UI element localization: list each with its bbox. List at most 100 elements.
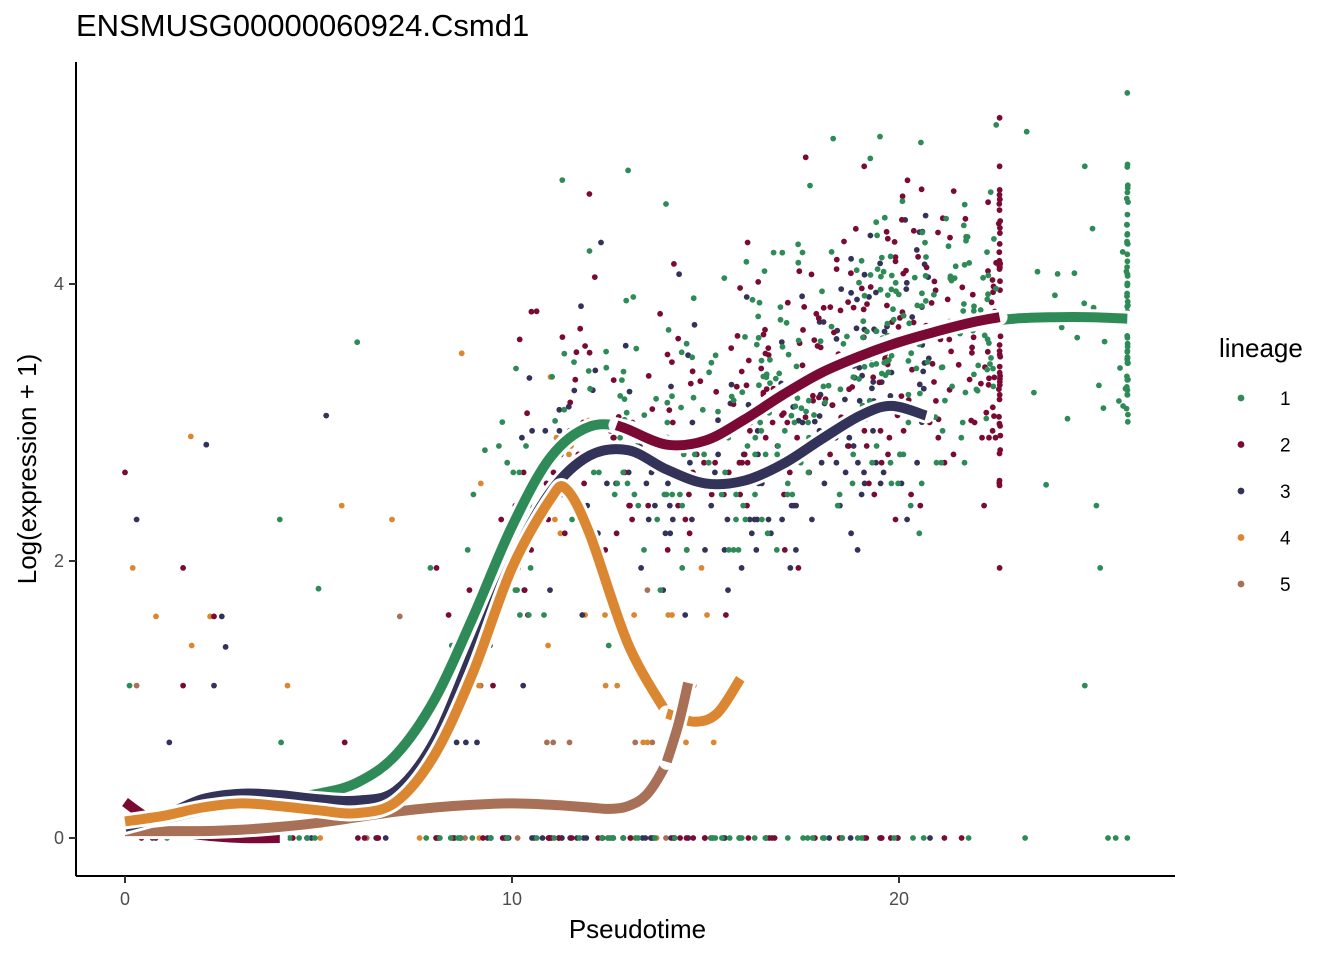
- data-point: [988, 299, 995, 306]
- data-point: [496, 443, 502, 449]
- data-point: [883, 228, 890, 235]
- data-point: [561, 530, 568, 537]
- data-point: [990, 383, 997, 390]
- data-point: [739, 389, 746, 396]
- data-point: [811, 337, 818, 343]
- data-point: [877, 133, 883, 140]
- data-point: [770, 249, 777, 256]
- data-point: [961, 201, 968, 208]
- data-point: [758, 357, 765, 364]
- legend-key-3: [1237, 487, 1245, 495]
- data-point: [920, 385, 927, 392]
- data-point: [873, 219, 880, 226]
- data-point: [986, 375, 992, 382]
- data-point: [756, 299, 763, 306]
- data-point: [569, 516, 575, 523]
- data-point: [993, 122, 1000, 128]
- data-point: [961, 261, 968, 268]
- data-point: [818, 459, 825, 466]
- data-point: [867, 155, 874, 162]
- data-point: [427, 565, 434, 571]
- data-point: [666, 407, 673, 413]
- data-point: [837, 307, 844, 314]
- data-point: [917, 502, 924, 509]
- data-point: [784, 491, 791, 498]
- data-point: [861, 363, 868, 370]
- data-point: [895, 324, 902, 330]
- data-point: [863, 835, 870, 841]
- data-point: [860, 334, 866, 341]
- data-point: [958, 434, 965, 441]
- data-point: [733, 516, 739, 523]
- data-point: [775, 443, 781, 449]
- data-point: [947, 234, 953, 241]
- data-point: [690, 835, 697, 841]
- data-point: [869, 459, 875, 466]
- data-point: [860, 318, 867, 325]
- legend: lineage 1 2 3 4 5: [1219, 333, 1303, 596]
- data-point: [888, 272, 895, 279]
- outlier-point: [133, 682, 140, 689]
- outlier-point: [830, 135, 837, 142]
- x-tick-label: 20: [889, 889, 909, 909]
- data-point: [939, 427, 946, 434]
- data-point: [776, 370, 783, 377]
- data-point: [891, 835, 898, 841]
- data-point: [726, 835, 733, 841]
- data-point: [866, 294, 872, 300]
- data-point: [980, 274, 986, 281]
- data-point: [822, 399, 828, 406]
- data-point: [933, 398, 939, 404]
- data-point: [863, 443, 870, 449]
- data-point: [997, 353, 1004, 360]
- data-point: [737, 491, 743, 498]
- data-point: [996, 450, 1003, 457]
- data-point: [721, 547, 728, 553]
- data-point: [833, 266, 840, 272]
- data-point: [877, 260, 883, 267]
- data-point: [820, 319, 827, 325]
- data-point: [985, 381, 992, 388]
- data-point: [849, 384, 856, 390]
- data-point: [577, 325, 584, 332]
- data-point: [1124, 282, 1131, 289]
- data-point: [1119, 249, 1126, 255]
- data-point: [1124, 164, 1131, 170]
- outlier-point: [122, 469, 128, 476]
- data-point: [808, 271, 815, 278]
- data-point: [975, 362, 982, 369]
- data-point: [799, 293, 805, 300]
- data-point: [919, 290, 925, 297]
- y-axis-label: Log(expression + 1): [12, 354, 42, 585]
- data-point: [996, 482, 1003, 489]
- data-point: [1100, 405, 1107, 411]
- data-point: [861, 427, 868, 434]
- data-point: [762, 350, 769, 357]
- x-tick-label: 0: [120, 889, 130, 909]
- data-point: [1123, 405, 1130, 412]
- data-point: [627, 835, 634, 841]
- data-point: [1054, 271, 1061, 277]
- data-point: [304, 835, 311, 841]
- data-point: [884, 320, 891, 327]
- data-point: [754, 516, 761, 523]
- outlier-point: [1097, 565, 1104, 571]
- data-point: [744, 443, 751, 449]
- data-point: [991, 413, 997, 419]
- data-point: [1123, 268, 1130, 275]
- data-point: [708, 491, 715, 498]
- data-point: [602, 612, 608, 618]
- data-point: [752, 451, 758, 458]
- data-point: [773, 547, 780, 553]
- data-point: [462, 835, 468, 841]
- data-point: [1125, 411, 1131, 418]
- data-point: [545, 642, 551, 649]
- data-point: [765, 345, 772, 351]
- data-point: [561, 406, 568, 413]
- outlier-point: [222, 644, 229, 650]
- data-point: [520, 682, 527, 689]
- data-point: [869, 385, 875, 392]
- data-point: [783, 319, 790, 326]
- data-point: [970, 334, 977, 341]
- data-point: [850, 451, 857, 458]
